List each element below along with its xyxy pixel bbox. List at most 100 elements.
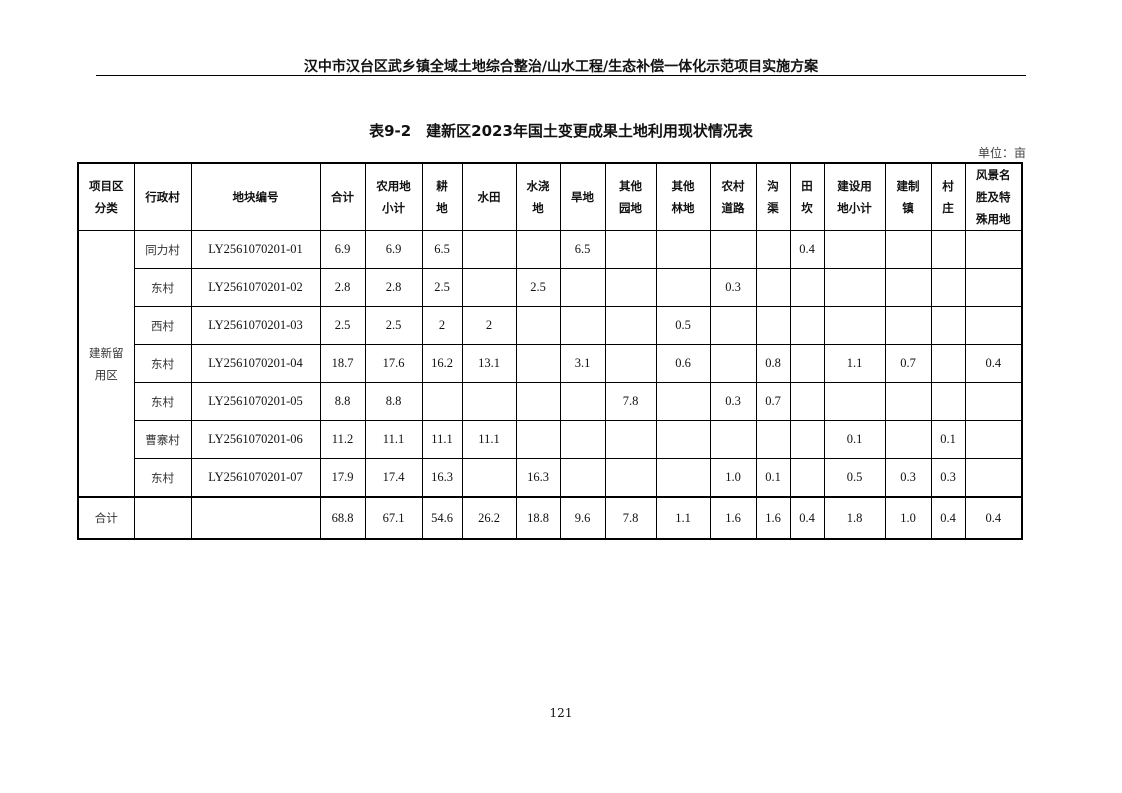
value-cell: 0.1 <box>823 420 886 459</box>
running-header: 汉中市汉台区武乡镇全域土地综合整治/山水工程/生态补偿一体化示范项目实施方案 <box>303 59 819 75</box>
value-cell <box>884 382 932 421</box>
value-cell: 2.5 <box>515 268 561 307</box>
value-cell: 11.1 <box>364 420 423 459</box>
column-header: 其他 林地 <box>655 162 711 231</box>
value-cell: 17.6 <box>364 344 423 383</box>
value-cell <box>604 458 657 498</box>
value-cell <box>755 306 791 345</box>
column-header: 水浇地 <box>515 162 561 231</box>
value-cell <box>755 230 791 269</box>
value-cell <box>461 230 517 269</box>
value-cell: 2.5 <box>421 268 463 307</box>
value-cell <box>884 306 932 345</box>
column-header-line: 坎 <box>801 201 813 215</box>
value-cell: 0.4 <box>789 230 825 269</box>
total-value-cell: 1.8 <box>823 496 886 540</box>
column-header-line: 地小计 <box>837 201 872 215</box>
value-cell: 0.7 <box>755 382 791 421</box>
value-cell <box>964 306 1023 345</box>
column-header: 农用地 小计 <box>364 162 423 231</box>
value-cell <box>709 344 757 383</box>
value-cell <box>884 268 932 307</box>
total-value-cell: 1.6 <box>709 496 757 540</box>
value-cell <box>930 268 966 307</box>
value-cell: 2.5 <box>364 306 423 345</box>
value-cell <box>655 230 711 269</box>
value-cell <box>823 382 886 421</box>
value-cell: 11.1 <box>461 420 517 459</box>
value-cell: 6.9 <box>319 230 366 269</box>
total-value-cell: 7.8 <box>604 496 657 540</box>
value-cell <box>515 420 561 459</box>
total-row: 合计 68.8 67.1 54.6 26.2 18.8 9.6 7.8 1.1 1.6 1.6 0.4… <box>77 496 1023 540</box>
value-cell <box>559 268 606 307</box>
parcel-id-cell: LY2561070201-01 <box>190 230 321 269</box>
value-cell <box>515 344 561 383</box>
value-cell <box>515 230 561 269</box>
value-cell <box>823 268 886 307</box>
column-header-line: 水浇 <box>526 179 550 193</box>
value-cell: 1.0 <box>709 458 757 498</box>
column-header-line: 其他 <box>671 179 695 193</box>
column-header-line: 建制 <box>896 179 920 193</box>
value-cell: 16.2 <box>421 344 463 383</box>
value-cell: 3.1 <box>559 344 606 383</box>
total-value-cell: 1.1 <box>655 496 711 540</box>
value-cell <box>823 230 886 269</box>
value-cell: 17.4 <box>364 458 423 498</box>
value-cell: 17.9 <box>319 458 366 498</box>
column-header-line: 镇 <box>902 201 914 215</box>
parcel-id-cell: LY2561070201-03 <box>190 306 321 345</box>
value-cell: 0.8 <box>755 344 791 383</box>
unit-label: 单位：亩 <box>977 146 1026 160</box>
column-header-line: 旱地 <box>571 190 594 204</box>
value-cell <box>964 230 1023 269</box>
value-cell <box>655 382 711 421</box>
value-cell <box>559 458 606 498</box>
column-header-line: 合计 <box>331 190 354 204</box>
table-row: 曹寨村 LY2561070201-06 11.2 11.1 11.1 11.1 0.1 0.1 <box>78 420 1023 459</box>
header-row: 项目区 分类 行政村 地块编号 合计 农用地 小计耕地水田 水浇地旱地 其他 园地 其他 林地 农村 道路… <box>77 162 1023 231</box>
value-cell: 2.8 <box>364 268 423 307</box>
value-cell: 0.1 <box>930 420 966 459</box>
total-value-cell: 0.4 <box>964 496 1023 540</box>
column-header-line: 耕 <box>436 179 448 193</box>
column-header-line: 殊用地 <box>976 212 1011 226</box>
value-cell <box>930 230 966 269</box>
value-cell <box>655 458 711 498</box>
column-header-line: 地块编号 <box>232 190 279 204</box>
table-row: 西村 LY2561070201-03 2.5 2.5 2 2 0.5 <box>78 306 1023 345</box>
value-cell: 0.4 <box>964 344 1023 383</box>
column-header-line: 胜及特 <box>976 190 1011 204</box>
value-cell <box>604 420 657 459</box>
village-cell: 曹寨村 <box>133 420 192 459</box>
village-cell: 东村 <box>133 382 192 421</box>
value-cell <box>604 306 657 345</box>
column-header-line: 水田 <box>477 190 501 204</box>
value-cell: 2 <box>461 306 517 345</box>
total-value-cell: 68.8 <box>319 496 366 540</box>
value-cell <box>930 344 966 383</box>
village-cell: 东村 <box>133 268 192 307</box>
column-header-line: 农村 <box>721 179 745 193</box>
value-cell: 2.8 <box>319 268 366 307</box>
value-cell <box>709 230 757 269</box>
value-cell: 7.8 <box>604 382 657 421</box>
village-cell: 同力村 <box>133 230 192 269</box>
column-header-line: 地 <box>436 201 448 215</box>
value-cell <box>789 382 825 421</box>
column-header-line: 林地 <box>671 201 695 215</box>
value-cell <box>655 420 711 459</box>
value-cell: 6.5 <box>559 230 606 269</box>
column-header-line: 分类 <box>94 201 118 215</box>
total-value-cell: 0.4 <box>789 496 825 540</box>
value-cell: 8.8 <box>319 382 366 421</box>
value-cell: 16.3 <box>515 458 561 498</box>
page-number: 121 <box>549 706 573 720</box>
total-value-cell: 67.1 <box>364 496 423 540</box>
value-cell: 6.9 <box>364 230 423 269</box>
value-cell <box>884 420 932 459</box>
column-header: 地块编号 <box>190 162 321 231</box>
total-value-cell: 1.6 <box>755 496 791 540</box>
parcel-id-cell: LY2561070201-07 <box>190 458 321 498</box>
